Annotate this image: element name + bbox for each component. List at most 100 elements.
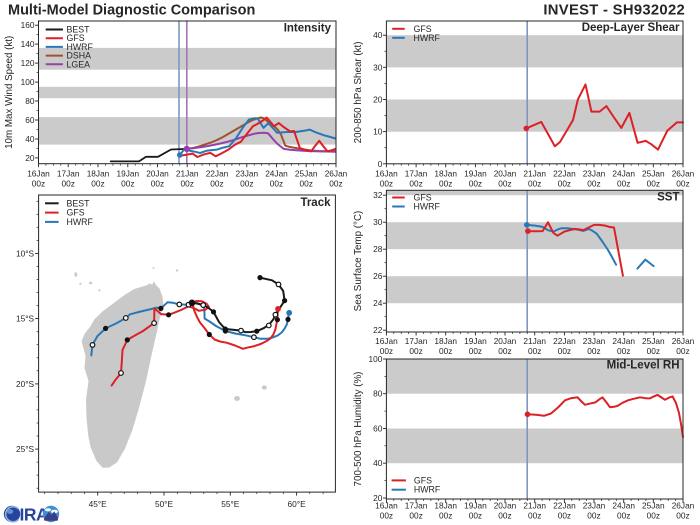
svg-text:22Jan: 22Jan [553, 336, 576, 346]
svg-text:19Jan: 19Jan [464, 336, 487, 346]
svg-text:00z: 00z [181, 178, 194, 188]
svg-text:26: 26 [373, 271, 383, 281]
svg-text:17Jan: 17Jan [57, 169, 80, 179]
svg-text:20: 20 [25, 153, 35, 163]
svg-text:100: 100 [21, 77, 35, 87]
svg-text:26Jan: 26Jan [672, 336, 695, 346]
svg-text:00z: 00z [439, 178, 452, 188]
svg-text:00z: 00z [617, 178, 630, 188]
svg-text:HWRF: HWRF [67, 42, 94, 52]
svg-text:LGEA: LGEA [67, 59, 91, 69]
svg-text:GFS: GFS [414, 475, 432, 485]
svg-text:Deep-Layer Shear: Deep-Layer Shear [582, 22, 680, 34]
svg-text:BEST: BEST [67, 198, 91, 208]
svg-text:00z: 00z [380, 178, 393, 188]
svg-text:IRA: IRA [20, 505, 50, 525]
svg-text:28: 28 [373, 244, 383, 254]
svg-text:120: 120 [21, 58, 35, 68]
svg-text:HWRF: HWRF [414, 202, 441, 212]
svg-text:00z: 00z [528, 178, 541, 188]
svg-text:40: 40 [373, 458, 383, 468]
svg-text:26Jan: 26Jan [672, 501, 695, 511]
svg-text:00z: 00z [647, 510, 660, 520]
svg-text:50°E: 50°E [155, 499, 174, 509]
svg-text:00z: 00z [498, 178, 511, 188]
svg-text:00z: 00z [676, 510, 689, 520]
svg-text:00z: 00z [62, 178, 75, 188]
svg-text:25Jan: 25Jan [642, 501, 665, 511]
svg-text:INVEST - SH932022: INVEST - SH932022 [543, 3, 685, 19]
svg-text:26Jan: 26Jan [325, 169, 348, 179]
svg-text:60: 60 [373, 424, 383, 434]
svg-text:Mid-Level RH: Mid-Level RH [607, 360, 680, 372]
svg-text:80: 80 [373, 389, 383, 399]
svg-text:21Jan: 21Jan [523, 336, 546, 346]
svg-text:Intensity: Intensity [284, 23, 332, 35]
svg-text:24: 24 [373, 298, 383, 308]
svg-text:10: 10 [373, 127, 383, 137]
svg-text:16Jan: 16Jan [375, 336, 398, 346]
svg-text:Track: Track [300, 197, 331, 209]
svg-text:20Jan: 20Jan [494, 169, 517, 179]
svg-text:19Jan: 19Jan [464, 501, 487, 511]
svg-text:22Jan: 22Jan [553, 169, 576, 179]
svg-text:10°S: 10°S [16, 248, 35, 258]
svg-text:HWRF: HWRF [414, 485, 441, 495]
svg-text:40: 40 [25, 134, 35, 144]
svg-text:24Jan: 24Jan [612, 169, 635, 179]
svg-text:GFS: GFS [67, 208, 85, 218]
svg-text:25Jan: 25Jan [295, 169, 318, 179]
svg-text:18Jan: 18Jan [434, 501, 457, 511]
svg-text:21Jan: 21Jan [523, 501, 546, 511]
svg-text:25Jan: 25Jan [642, 336, 665, 346]
svg-text:16Jan: 16Jan [27, 169, 50, 179]
svg-text:Sea Surface Temp (°C): Sea Surface Temp (°C) [353, 211, 364, 312]
svg-text:700-500 hPa Humidity (%): 700-500 hPa Humidity (%) [353, 372, 364, 487]
svg-text:140: 140 [21, 39, 35, 49]
svg-text:23Jan: 23Jan [583, 169, 606, 179]
svg-text:00z: 00z [439, 510, 452, 520]
svg-text:24Jan: 24Jan [265, 169, 288, 179]
svg-text:22Jan: 22Jan [553, 501, 576, 511]
svg-text:17Jan: 17Jan [405, 336, 428, 346]
svg-text:00z: 00z [528, 510, 541, 520]
svg-text:00z: 00z [240, 178, 253, 188]
svg-text:00z: 00z [439, 346, 452, 356]
svg-text:DSHA: DSHA [67, 51, 92, 61]
svg-text:SST: SST [657, 192, 679, 204]
svg-text:60°E: 60°E [288, 499, 307, 509]
svg-text:00z: 00z [32, 178, 45, 188]
svg-text:23Jan: 23Jan [235, 169, 258, 179]
svg-text:00z: 00z [329, 178, 342, 188]
svg-text:00z: 00z [558, 178, 571, 188]
svg-text:00z: 00z [121, 178, 134, 188]
svg-text:00z: 00z [380, 510, 393, 520]
svg-text:00z: 00z [151, 178, 164, 188]
svg-text:18Jan: 18Jan [87, 169, 110, 179]
svg-text:BEST: BEST [67, 25, 91, 35]
svg-text:00z: 00z [558, 346, 571, 356]
svg-text:00z: 00z [380, 346, 393, 356]
svg-text:0: 0 [378, 159, 383, 169]
svg-text:30: 30 [373, 217, 383, 227]
svg-text:60: 60 [25, 115, 35, 125]
svg-text:GFS: GFS [414, 24, 432, 34]
svg-text:00z: 00z [528, 346, 541, 356]
svg-text:HWRF: HWRF [414, 33, 441, 43]
svg-text:55°E: 55°E [221, 499, 240, 509]
svg-text:00z: 00z [469, 178, 482, 188]
svg-text:160: 160 [21, 20, 35, 30]
svg-text:45°E: 45°E [89, 499, 108, 509]
svg-text:00z: 00z [647, 178, 660, 188]
svg-text:17Jan: 17Jan [405, 501, 428, 511]
svg-text:00z: 00z [270, 178, 283, 188]
svg-text:32: 32 [373, 190, 383, 200]
svg-text:00z: 00z [210, 178, 223, 188]
svg-text:00z: 00z [498, 346, 511, 356]
svg-text:17Jan: 17Jan [405, 169, 428, 179]
svg-text:00z: 00z [91, 178, 104, 188]
svg-text:HWRF: HWRF [67, 217, 94, 227]
svg-text:18Jan: 18Jan [434, 169, 457, 179]
svg-text:26Jan: 26Jan [672, 169, 695, 179]
svg-text:25Jan: 25Jan [642, 169, 665, 179]
